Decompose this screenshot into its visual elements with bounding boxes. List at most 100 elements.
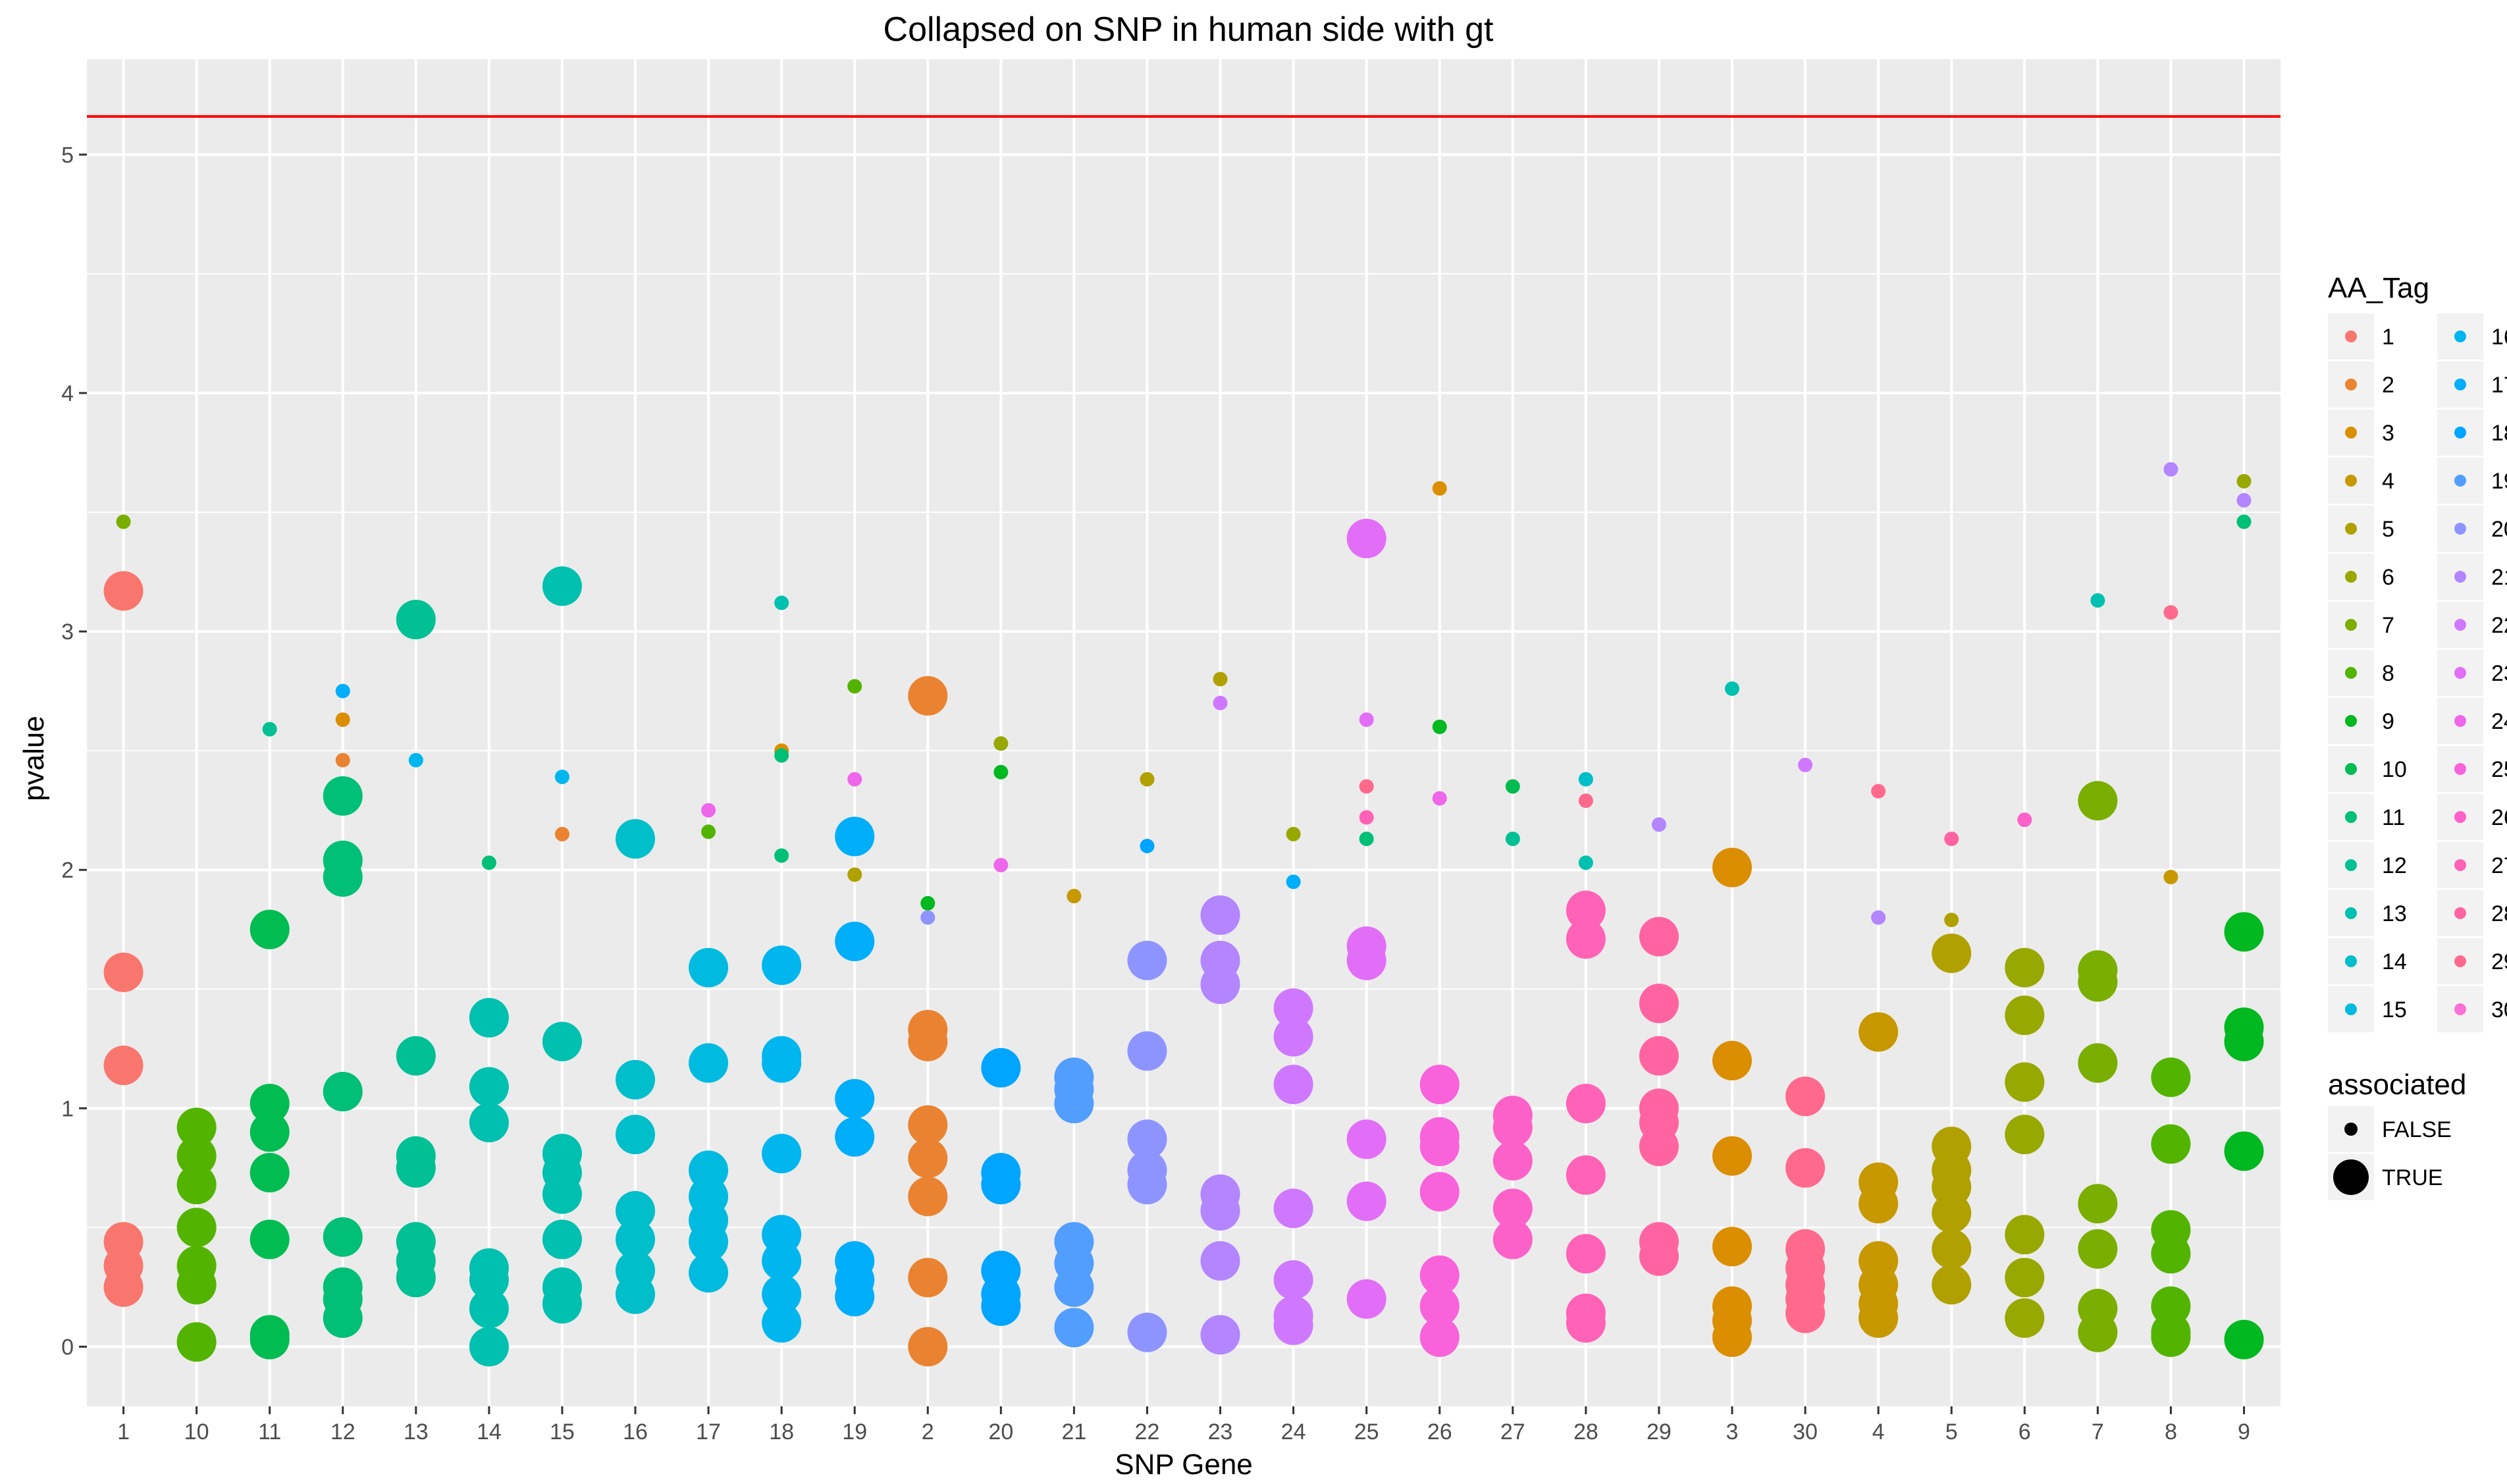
data-point xyxy=(762,945,802,986)
x-tick-label: 2 xyxy=(922,1419,934,1444)
data-point xyxy=(323,776,363,816)
legend-label: 22 xyxy=(2491,613,2507,638)
data-point xyxy=(1213,672,1228,687)
x-tick-label: 29 xyxy=(1647,1419,1672,1444)
legend-swatch xyxy=(2345,331,2357,342)
x-tick-label: 30 xyxy=(1793,1419,1818,1444)
data-point xyxy=(2078,1043,2118,1083)
data-point xyxy=(908,1138,948,1179)
data-point xyxy=(542,1174,582,1214)
data-point xyxy=(1566,1234,1606,1274)
legend-label: 25 xyxy=(2491,757,2507,782)
data-point xyxy=(554,769,569,784)
data-point xyxy=(1944,832,1959,847)
data-point xyxy=(1725,681,1739,697)
data-point xyxy=(689,1253,729,1293)
legend-swatch xyxy=(2454,1003,2466,1015)
data-point xyxy=(2151,1124,2191,1164)
data-point xyxy=(396,1258,436,1298)
legend-swatch xyxy=(2454,763,2466,775)
legend-label: 2 xyxy=(2382,373,2394,398)
legend-label: 18 xyxy=(2491,421,2507,446)
data-point xyxy=(981,1165,1021,1205)
x-tick-label: 12 xyxy=(330,1419,356,1444)
data-point xyxy=(1419,1065,1460,1105)
data-point xyxy=(2005,1258,2045,1298)
data-point xyxy=(1859,1298,1899,1338)
data-point xyxy=(847,867,862,882)
data-point xyxy=(2163,605,2178,620)
x-tick-label: 13 xyxy=(404,1419,429,1444)
data-point xyxy=(1273,1065,1313,1105)
legend-swatch xyxy=(2454,955,2466,967)
legend-swatch xyxy=(2345,379,2357,390)
data-point xyxy=(323,1071,363,1111)
x-tick-label: 14 xyxy=(477,1419,502,1444)
data-point xyxy=(762,1241,802,1281)
data-point xyxy=(1432,719,1447,734)
x-tick-label: 28 xyxy=(1573,1419,1598,1444)
y-tick-label: 4 xyxy=(61,381,74,406)
data-point xyxy=(2224,912,2264,952)
legend-label: 23 xyxy=(2491,661,2507,686)
data-point xyxy=(2078,781,2118,821)
data-point xyxy=(1419,1317,1460,1357)
data-point xyxy=(250,1112,290,1152)
data-point xyxy=(1932,933,1972,973)
data-point xyxy=(993,857,1009,872)
x-tick-label: 10 xyxy=(184,1419,209,1444)
data-point xyxy=(323,1298,363,1338)
data-point xyxy=(396,1148,436,1188)
data-point xyxy=(1859,1012,1899,1052)
legend-label: 8 xyxy=(2382,661,2394,686)
data-point xyxy=(981,1286,1021,1326)
legend-swatch xyxy=(2345,619,2357,631)
data-point xyxy=(1566,919,1606,959)
data-point xyxy=(993,764,1009,780)
data-point xyxy=(103,1267,144,1307)
data-point xyxy=(1140,839,1155,854)
data-point xyxy=(2151,1234,2191,1274)
legend-label: FALSE xyxy=(2382,1117,2452,1142)
data-point xyxy=(762,1274,802,1314)
x-tick-label: 20 xyxy=(988,1419,1013,1444)
data-point xyxy=(1054,1267,1094,1307)
data-point xyxy=(250,1084,290,1124)
legend-swatch xyxy=(2454,619,2466,631)
data-point xyxy=(1346,518,1386,558)
data-point xyxy=(1492,1107,1533,1148)
legend-label: 5 xyxy=(2382,517,2394,542)
legend-label: 7 xyxy=(2382,613,2394,638)
legend-label: 13 xyxy=(2382,901,2407,926)
legend-swatch xyxy=(2454,811,2466,823)
data-point xyxy=(469,1288,509,1329)
data-point xyxy=(1492,1141,1533,1181)
legend-swatch xyxy=(2345,523,2357,535)
data-point xyxy=(1871,783,1886,799)
data-point xyxy=(908,1177,948,1217)
data-point xyxy=(323,857,363,897)
data-point xyxy=(1140,772,1155,787)
data-point xyxy=(1273,988,1313,1028)
data-point xyxy=(176,1107,217,1148)
legend-swatch xyxy=(2345,715,2357,727)
chart-title: Collapsed on SNP in human side with gt xyxy=(884,11,1494,49)
legend-label: 6 xyxy=(2382,565,2394,590)
legend-label: 20 xyxy=(2491,517,2507,542)
data-point xyxy=(2224,1131,2264,1171)
data-point xyxy=(469,1260,509,1300)
data-point xyxy=(2151,1057,2191,1098)
data-point xyxy=(2078,962,2118,1002)
data-point xyxy=(1492,1188,1533,1229)
data-point xyxy=(1200,1241,1240,1281)
x-tick-label: 9 xyxy=(2238,1419,2250,1444)
legend-swatch xyxy=(2454,571,2466,583)
data-point xyxy=(1054,1084,1094,1124)
data-point xyxy=(1419,1286,1460,1326)
legend-swatch xyxy=(2454,907,2466,919)
legend-swatch xyxy=(2345,907,2357,919)
x-tick-label: 25 xyxy=(1354,1419,1379,1444)
legend-label: 14 xyxy=(2382,949,2407,974)
data-point xyxy=(1639,984,1679,1024)
data-point xyxy=(396,599,436,639)
